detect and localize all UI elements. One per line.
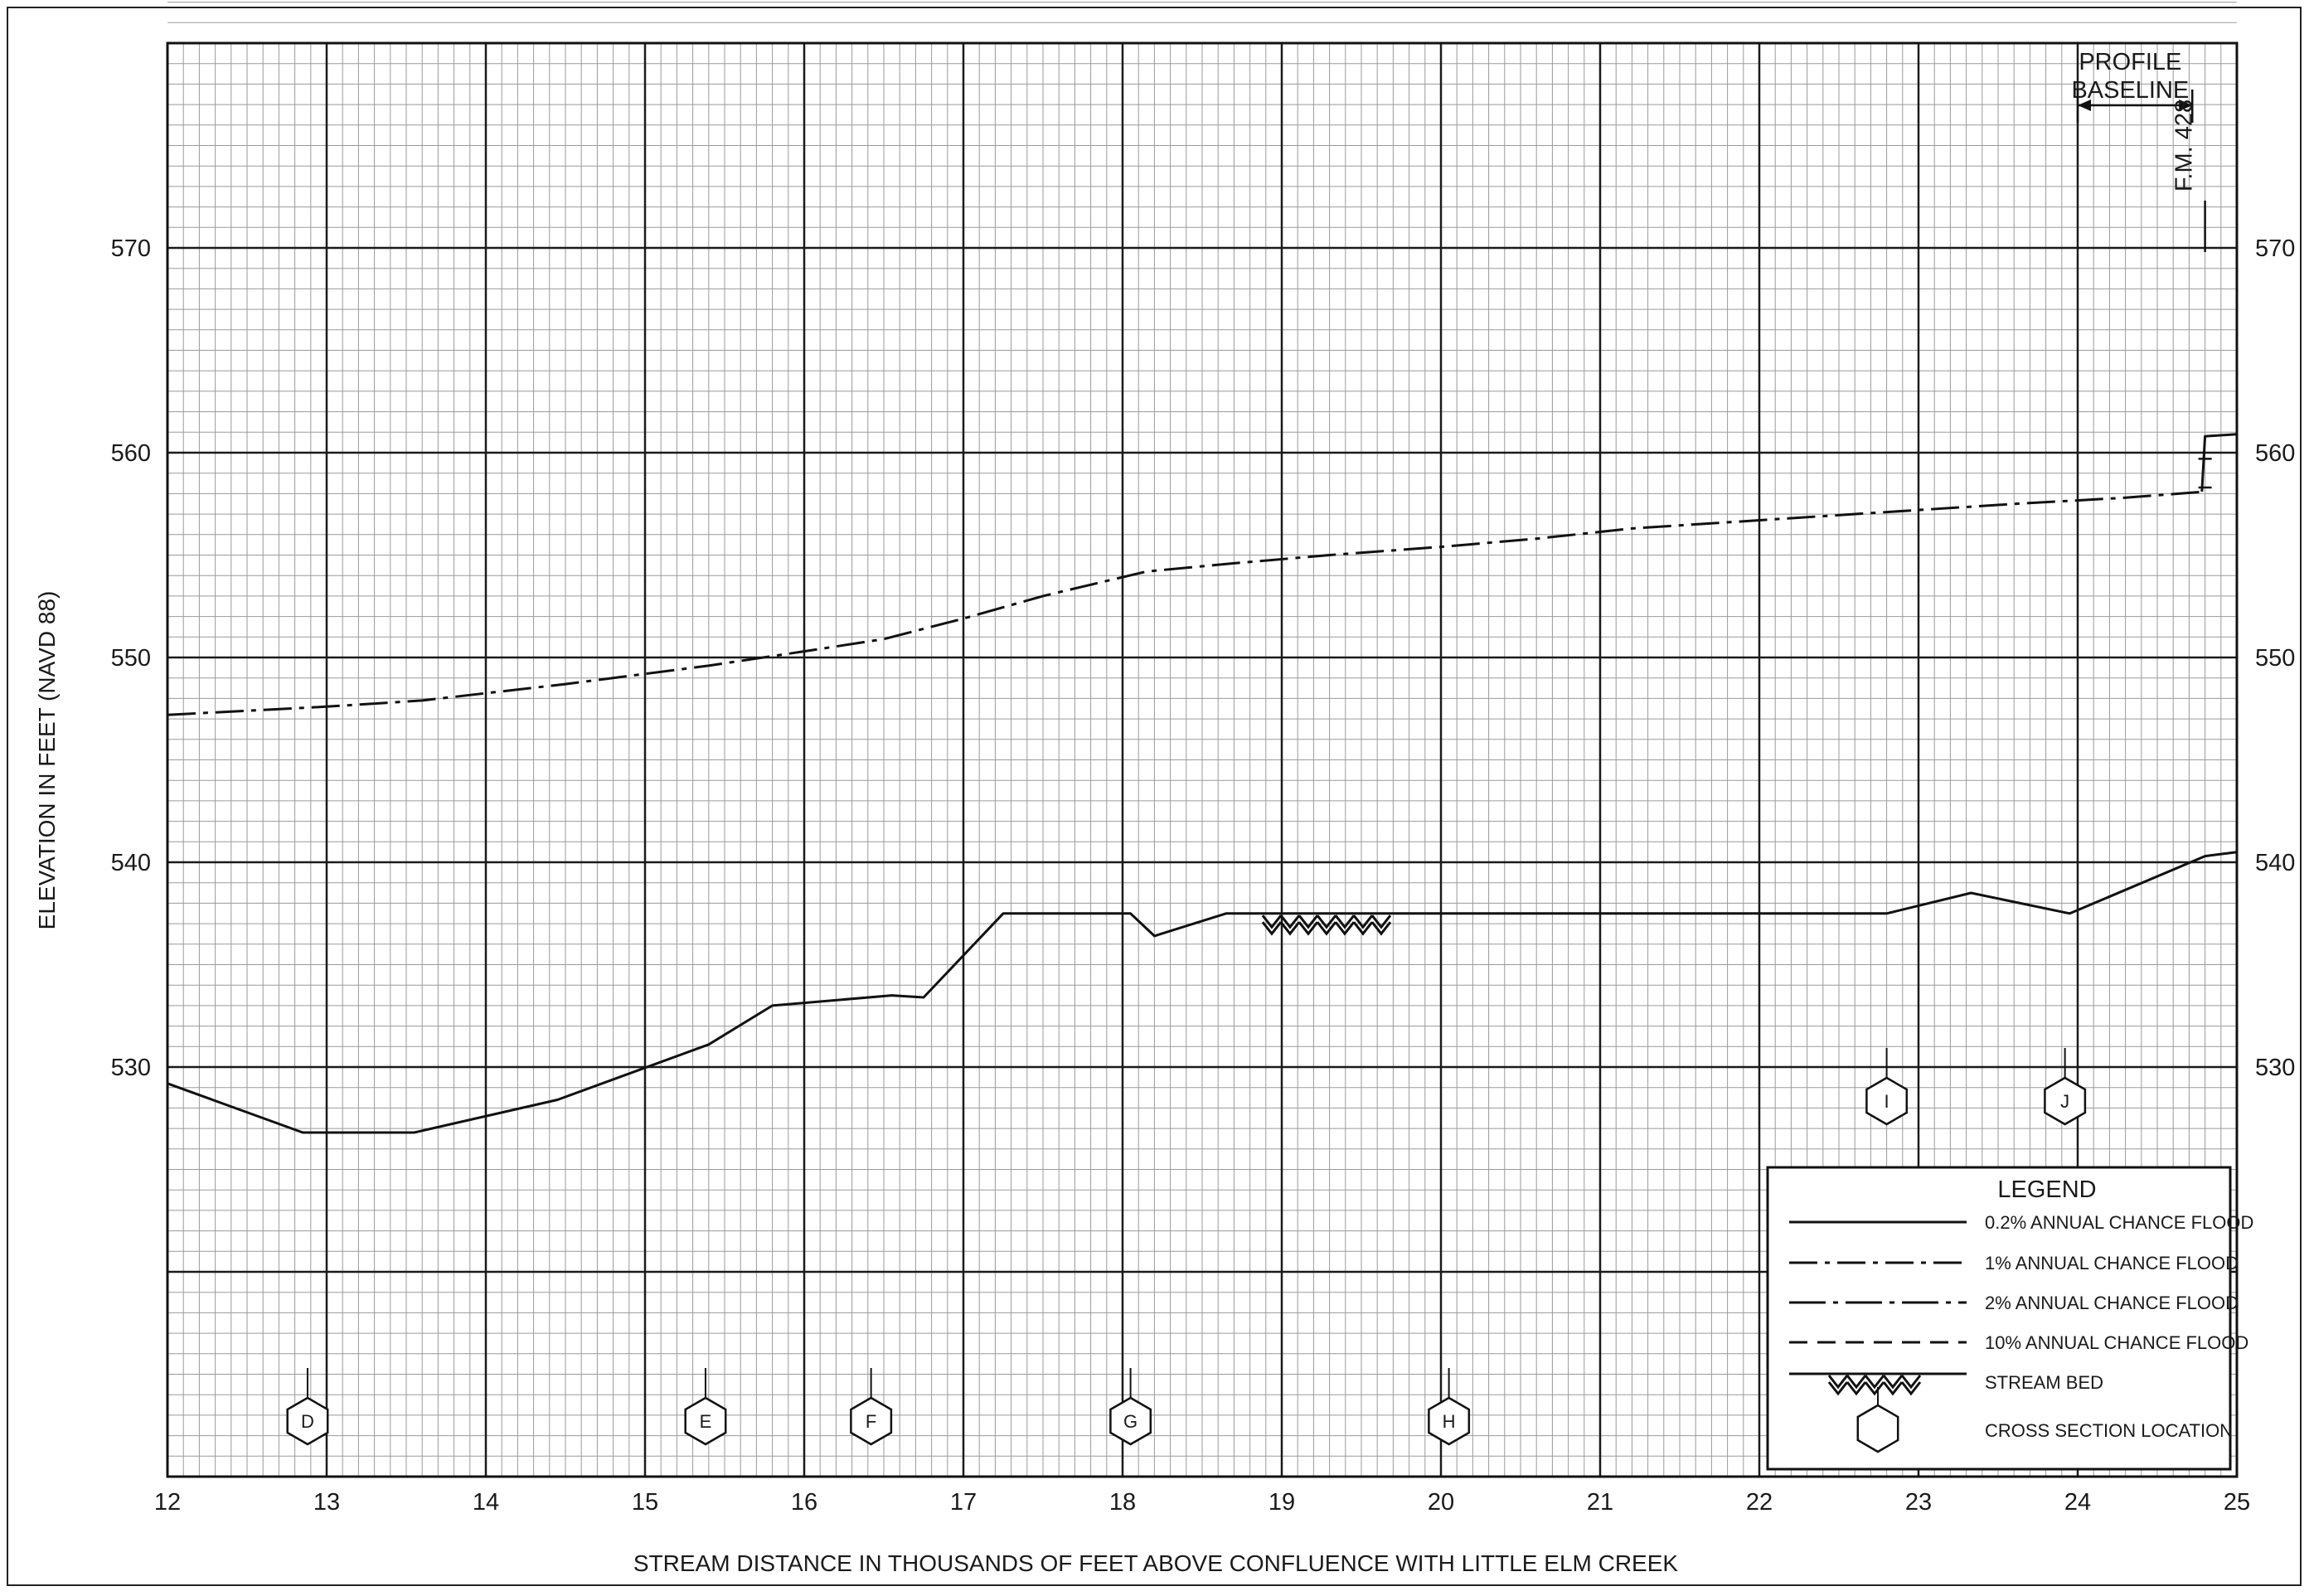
cross-section-marker: I [1865, 1048, 1909, 1126]
legend-box [1766, 1166, 2232, 1471]
cross-section-hexagon [1865, 1076, 1909, 1126]
cross-section-hexagon [286, 1396, 329, 1446]
bridge-label: F.M. 428 [2171, 99, 2198, 192]
cross-section-label: I [1885, 1091, 1889, 1112]
x-tick-label: 13 [313, 1489, 340, 1516]
stream-bed-symbol [1261, 914, 1392, 936]
y-tick-label-left: 560 [111, 440, 151, 467]
x-tick-label: 19 [1268, 1489, 1295, 1516]
cross-section-marker: D [286, 1368, 329, 1446]
axis-ticks: 12 13 14 15 16 17 18 19 20 21 22 23 24 25 530 530 540 540… [111, 235, 2296, 1516]
cross-section-marker: F [850, 1368, 893, 1446]
cross-section-label: F [866, 1411, 876, 1432]
legend-swatch-hatch [1827, 1375, 1922, 1396]
profile-baseline-arrowheads [2078, 99, 2193, 111]
legend-item-label: 2% ANNUAL CHANCE FLOOD [1985, 1293, 2239, 1313]
cross-section-hexagon [1109, 1396, 1152, 1446]
legend-item-label: 10% ANNUAL CHANCE FLOOD [1985, 1332, 2248, 1353]
cross-section-hexagon [1428, 1396, 1471, 1446]
cross-section-label: E [700, 1411, 712, 1432]
x-tick-label: 18 [1109, 1489, 1136, 1516]
x-tick-label: 25 [2224, 1489, 2250, 1516]
cross-section-label: H [1443, 1411, 1456, 1432]
cross-section-label: D [301, 1411, 314, 1432]
y-tick-label-right: 530 [2255, 1055, 2295, 1081]
y-tick-label-left: 550 [111, 645, 151, 672]
series-line [2200, 433, 2238, 492]
x-tick-label: 23 [1905, 1489, 1932, 1516]
x-tick-label: 20 [1428, 1489, 1454, 1516]
x-tick-label: 21 [1587, 1489, 1613, 1516]
legend-title: LEGEND [1997, 1176, 2096, 1203]
cross-section-label: J [2060, 1091, 2069, 1112]
legend-item-label: 0.2% ANNUAL CHANCE FLOOD [1985, 1212, 2253, 1233]
y-tick-label-left: 540 [111, 850, 151, 876]
y-tick-label-left: 530 [111, 1055, 151, 1081]
cross-section-label: G [1123, 1411, 1138, 1432]
chart-frame [7, 7, 2302, 1586]
x-tick-label: 22 [1746, 1489, 1773, 1516]
legend-item-label: 1% ANNUAL CHANCE FLOOD [1985, 1253, 2239, 1273]
y-tick-label-right: 540 [2255, 850, 2295, 876]
legend-hexagon-swatch [1856, 1404, 1899, 1453]
legend-item-label: CROSS SECTION LOCATION [1985, 1420, 2233, 1441]
series-group [167, 433, 2238, 1134]
y-tick-label-left: 570 [111, 235, 151, 262]
cross-section-marker: G [1109, 1368, 1152, 1446]
x-tick-label: 17 [950, 1489, 977, 1516]
stream-bed-hatch [1261, 914, 1392, 936]
profile-baseline-text: BASELINE [2071, 77, 2189, 104]
cross-section-marker: H [1428, 1368, 1471, 1446]
x-axis-label: STREAM DISTANCE IN THOUSANDS OF FEET ABO… [633, 1550, 1679, 1576]
y-tick-label-right: 550 [2255, 645, 2295, 672]
cross-section-hexagon [2044, 1076, 2087, 1126]
plot-border [166, 41, 2239, 1478]
x-tick-label: 14 [473, 1489, 499, 1516]
cross-section-marker: E [684, 1368, 727, 1446]
x-tick-label: 16 [791, 1489, 817, 1516]
legend: LEGEND 0.2% ANNUAL CHANCE FLOOD 1% ANNUAL … [1766, 1166, 2253, 1471]
y-tick-label-right: 560 [2255, 440, 2295, 467]
series-line [167, 490, 2205, 716]
cross-section-hexagon [850, 1396, 893, 1446]
cross-section-hexagon [684, 1396, 727, 1446]
bridge-annotation: F.M. 428 [2171, 99, 2212, 489]
x-tick-label: 24 [2064, 1489, 2091, 1516]
y-tick-label-right: 570 [2255, 235, 2295, 262]
legend-item-label: STREAM BED [1985, 1372, 2103, 1393]
stream-bed-hatch [1827, 1375, 1922, 1396]
profile-baseline-text: PROFILE [2079, 49, 2181, 75]
x-tick-label: 15 [632, 1489, 658, 1516]
x-tick-label: 12 [154, 1489, 181, 1516]
series-line [167, 851, 2238, 1134]
cross-section-marker: J [2044, 1048, 2087, 1126]
y-axis-label: ELEVATION IN FEET (NAVD 88) [34, 591, 60, 930]
